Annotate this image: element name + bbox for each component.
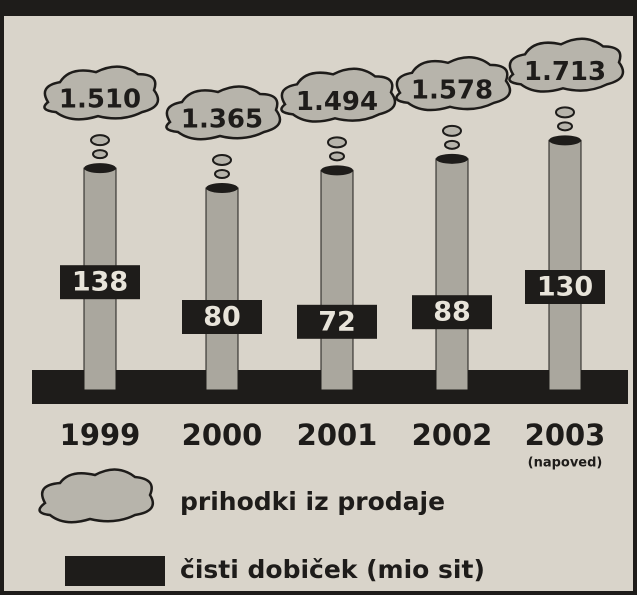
x-tick-label: 2003 — [525, 418, 606, 452]
x-tick-label: 1999 — [60, 418, 141, 452]
x-tick-label: 2002 — [412, 418, 493, 452]
smoke-puff — [328, 137, 346, 147]
profit-label: 80 — [203, 302, 241, 333]
legend-box — [65, 556, 165, 586]
x-tick-label: 2000 — [182, 418, 263, 452]
chimney — [549, 140, 581, 390]
legend-label: čisti dobiček (mio sit) — [180, 555, 485, 584]
smoke-puff — [215, 170, 229, 178]
cloud-label: 1.365 — [181, 104, 263, 134]
smoke-puff — [213, 155, 231, 165]
chart: 1.510 138 1999 1.365 80 2000 1.494 72 2001 1.578 8… — [0, 0, 637, 595]
profit-label: 88 — [433, 297, 471, 328]
smoke-puff — [558, 122, 572, 130]
smoke-puff — [93, 150, 107, 158]
x-tick-label: 2001 — [297, 418, 378, 452]
chimney-top — [206, 183, 238, 193]
chimney — [206, 188, 238, 390]
smoke-puff — [443, 126, 461, 136]
profit-label: 138 — [72, 267, 128, 298]
profit-label: 72 — [318, 306, 356, 337]
smoke-puff — [556, 107, 574, 117]
chimney-top — [549, 135, 581, 145]
chimney — [436, 159, 468, 390]
header-bar — [0, 0, 637, 14]
legend-label: prihodki iz prodaje — [180, 487, 445, 516]
cloud-label: 1.510 — [59, 85, 141, 115]
chimney-top — [84, 163, 116, 173]
smoke-puff — [330, 152, 344, 160]
profit-label: 130 — [537, 272, 593, 303]
cloud-label: 1.713 — [524, 57, 606, 87]
chimney-top — [436, 154, 468, 164]
cloud-label: 1.494 — [296, 87, 378, 117]
chimney — [321, 170, 353, 390]
annotation: (napoved) — [528, 456, 603, 471]
smoke-puff — [91, 135, 109, 145]
cloud-label: 1.578 — [411, 75, 493, 105]
chimney-top — [321, 165, 353, 175]
smoke-puff — [445, 141, 459, 149]
